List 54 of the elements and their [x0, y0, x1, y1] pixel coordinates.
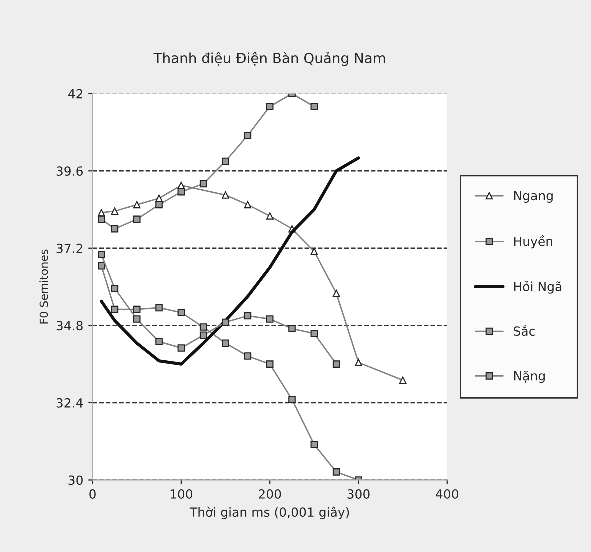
point — [98, 251, 106, 258]
y-tick-label: 42 — [68, 89, 83, 99]
point — [288, 396, 296, 404]
chart-title: Thanh điệu Điện Bàn Quảng Nam — [154, 52, 386, 66]
point — [200, 332, 208, 339]
point — [244, 352, 252, 360]
point — [178, 344, 186, 352]
point — [98, 216, 106, 224]
y-tick-label: 39.6 — [56, 166, 83, 176]
y-tick-label: 32.4 — [56, 398, 84, 408]
point — [266, 103, 274, 110]
point — [310, 103, 318, 110]
x-tick-label: 400 — [436, 489, 458, 499]
line-series — [100, 156, 360, 366]
point — [156, 201, 163, 209]
y-axis-title: F0 Semitones — [40, 250, 48, 324]
y-tick-label: 30 — [68, 476, 83, 486]
point — [111, 306, 119, 314]
x-tick-label: 0 — [90, 489, 96, 499]
x-axis-title: Thời gian ms (0,001 giây) — [190, 506, 350, 520]
point — [178, 309, 186, 316]
point — [111, 285, 119, 292]
point — [222, 340, 230, 348]
point — [156, 338, 163, 346]
point — [222, 318, 230, 326]
point — [266, 360, 274, 368]
point — [200, 180, 208, 188]
y-tick-label: 37.2 — [56, 244, 83, 254]
point — [288, 325, 296, 333]
x-tick-label: 300 — [348, 489, 370, 499]
legend-label: Ngang — [514, 191, 553, 204]
legend-label: Huyền — [514, 236, 552, 249]
legend-label: Hỏi Ngã — [514, 281, 562, 294]
point — [156, 304, 163, 312]
point — [332, 360, 340, 368]
point — [111, 225, 119, 233]
y-tick-label: 34.8 — [56, 321, 83, 331]
point — [133, 316, 141, 323]
point — [244, 312, 252, 320]
point — [222, 158, 230, 166]
point — [98, 262, 106, 270]
x-tick-label: 200 — [259, 489, 282, 499]
point — [244, 132, 252, 140]
point — [310, 330, 318, 338]
point — [133, 306, 141, 314]
point — [266, 316, 274, 323]
legend-label: Sắc — [514, 324, 535, 336]
point — [178, 188, 186, 196]
point — [133, 216, 141, 224]
legend-label: Nặng — [514, 371, 545, 384]
x-tick-label: 100 — [170, 489, 193, 499]
point — [332, 468, 340, 476]
point — [200, 324, 208, 331]
point — [310, 441, 318, 448]
